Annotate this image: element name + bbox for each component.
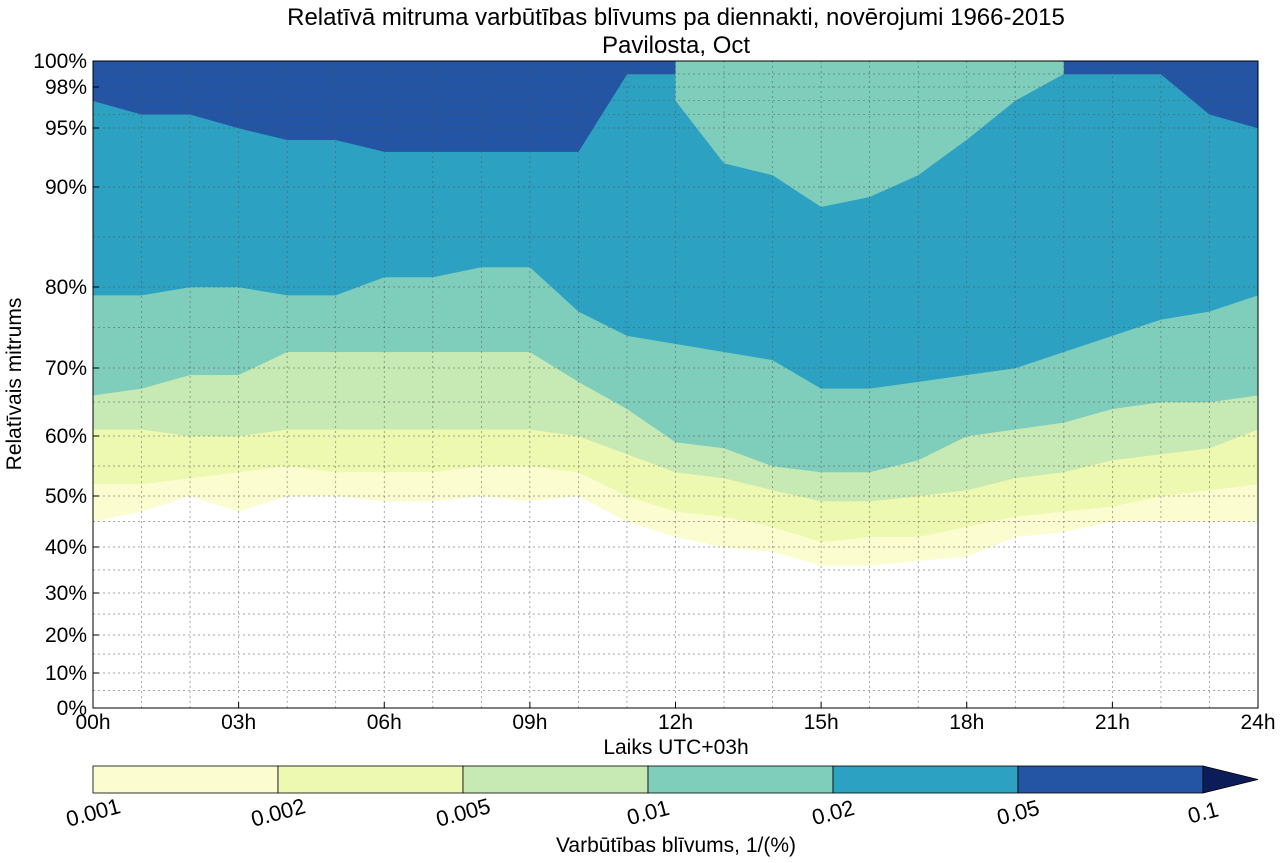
y-tick-label: 50% [45, 485, 87, 508]
y-axis: 0% 10% 20% 30% 40% 50% 60% 70% 80% 90% 95% 98% 100% [33, 50, 99, 720]
y-tick-label: 80% [45, 276, 87, 299]
x-tick-label: 15h [804, 711, 839, 734]
y-tick-label: 10% [45, 662, 87, 685]
y-tick-label: 60% [45, 425, 87, 448]
colorbar-tick-label: 0.002 [248, 793, 308, 831]
y-axis-label: Relatīvais mitrums [3, 298, 26, 471]
x-tick-label: 09h [512, 711, 547, 734]
colorbar-segment [92, 765, 279, 794]
colorbar-tick-label: 0.1 [1185, 796, 1221, 828]
colorbar-tick-label: 0.05 [994, 795, 1042, 830]
colorbar-segment [277, 765, 464, 794]
x-tick-label: 21h [1095, 711, 1130, 734]
x-tick-label: 06h [367, 711, 402, 734]
x-tick-label: 03h [221, 711, 256, 734]
y-tick-label: 0% [57, 697, 87, 720]
y-tick-label: 70% [45, 357, 87, 380]
y-tick-label: 98% [45, 76, 87, 99]
y-tick-label: 95% [45, 117, 87, 140]
colorbar-extend-arrow [1202, 765, 1259, 794]
x-axis: 00h 03h 06h 09h 12h 15h 18h 21h 24h [75, 702, 1276, 734]
colorbar-tick-label: 0.005 [433, 793, 493, 831]
colorbar [92, 765, 1259, 794]
y-tick-label: 30% [45, 582, 87, 605]
colorbar-tick-labels: 0.001 0.002 0.005 0.01 0.02 0.05 0.1 [63, 793, 1221, 831]
chart-subtitle: Pavilosta, Oct [602, 32, 750, 59]
y-tick-label: 40% [45, 536, 87, 559]
x-tick-label: 00h [75, 711, 110, 734]
x-axis-label: Laiks UTC+03h [603, 736, 748, 759]
colorbar-segment [832, 765, 1019, 794]
colorbar-segment [462, 765, 649, 794]
y-tick-label: 90% [45, 176, 87, 199]
colorbar-tick-label: 0.01 [624, 795, 672, 830]
y-tick-label: 100% [33, 50, 87, 73]
x-tick-label: 24h [1240, 711, 1275, 734]
colorbar-tick-label: 0.001 [63, 793, 123, 831]
chart-title: Relatīvā mitruma varbūtības blīvums pa d… [287, 4, 1065, 31]
colorbar-segment [647, 765, 834, 794]
y-tick-label: 20% [45, 624, 87, 647]
x-tick-label: 12h [658, 711, 693, 734]
colorbar-segment [1017, 765, 1204, 794]
grid-lines [93, 61, 1258, 708]
x-tick-label: 18h [949, 711, 984, 734]
colorbar-tick-label: 0.02 [809, 795, 857, 830]
colorbar-label: Varbūtības blīvums, 1/(%) [556, 834, 796, 857]
